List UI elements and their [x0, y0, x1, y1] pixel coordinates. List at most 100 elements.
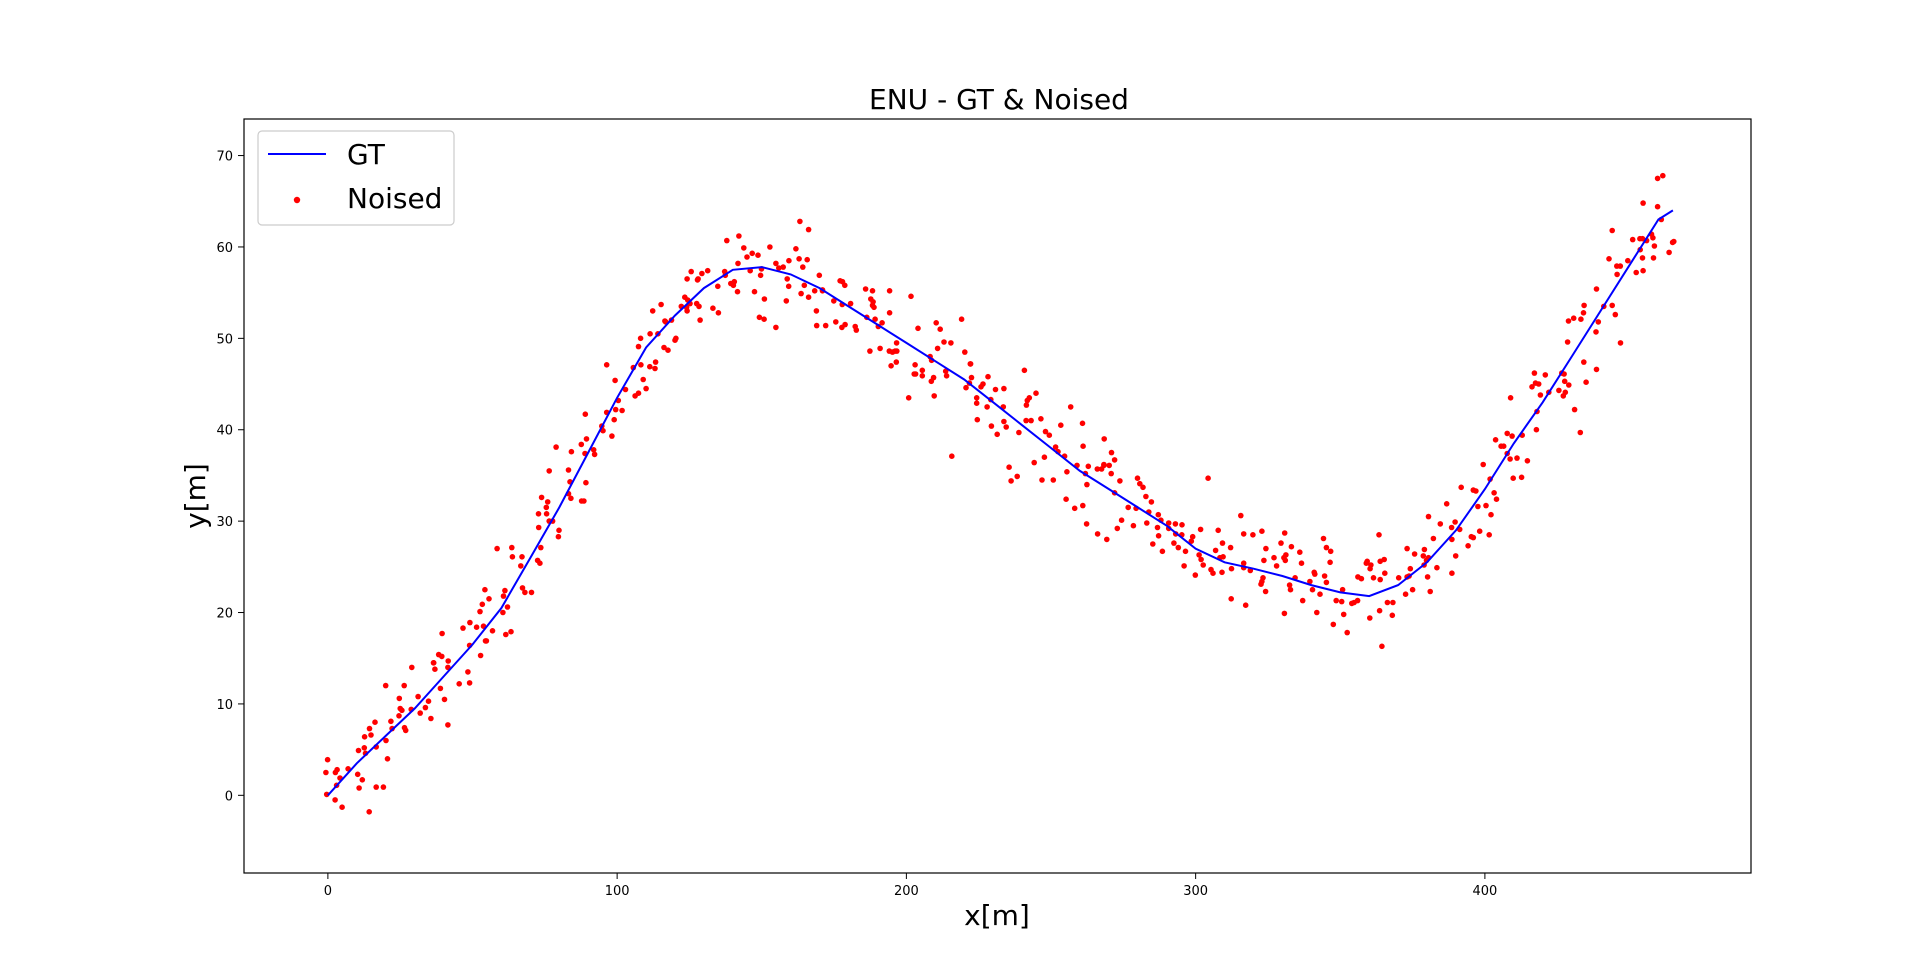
noised-point: [773, 324, 779, 331]
noised-point: [1609, 302, 1615, 309]
noised-point: [943, 373, 950, 379]
noised-point: [867, 348, 873, 354]
noised-point: [603, 362, 610, 368]
noised-point: [622, 386, 629, 393]
noised-point: [538, 544, 544, 551]
noised-point: [537, 560, 543, 566]
x-axis: 0 100 200 300 400: [324, 873, 1497, 899]
noised-point: [1476, 528, 1483, 534]
noised-point: [715, 283, 721, 290]
noised-point: [1411, 551, 1418, 557]
noised-point: [831, 298, 837, 304]
noised-point: [842, 282, 848, 289]
noised-point: [477, 608, 483, 615]
noised-point: [1117, 478, 1123, 484]
noised-point: [1039, 477, 1045, 483]
noised-point: [649, 308, 656, 314]
noised-point: [372, 719, 378, 725]
noised-point: [591, 451, 598, 458]
noised-point: [396, 713, 402, 719]
noised-point: [1339, 586, 1346, 593]
noised-point: [1148, 499, 1155, 505]
noised-point: [1535, 381, 1542, 387]
noised-point: [500, 593, 507, 599]
noised-point: [1376, 532, 1382, 538]
noised-point: [1212, 547, 1219, 554]
noised-point: [805, 226, 812, 233]
noised-point: [1640, 200, 1646, 206]
noised-point: [640, 376, 646, 383]
noised-point: [1286, 582, 1293, 588]
noised-point: [1171, 540, 1177, 546]
noised-point: [1614, 271, 1620, 278]
noised-point: [323, 791, 330, 798]
noised-point: [612, 377, 618, 384]
noised-point: [1404, 545, 1410, 552]
noised-point: [1458, 484, 1464, 491]
noised-point: [688, 268, 694, 275]
noised-point: [813, 322, 820, 329]
noised-point: [635, 343, 642, 350]
noised-point: [1238, 512, 1244, 519]
noised-point: [1155, 511, 1162, 518]
noised-point: [1085, 463, 1092, 470]
noised-point: [1079, 420, 1086, 427]
legend-noised-label: Noised: [347, 182, 442, 215]
noised-point: [785, 283, 792, 290]
noised-point: [504, 604, 511, 610]
noised-point: [1016, 429, 1022, 436]
noised-point: [354, 771, 361, 778]
noised-point: [1593, 366, 1600, 373]
noised-point: [757, 272, 764, 279]
noised-point: [724, 237, 730, 244]
noised-point: [368, 732, 374, 738]
noised-point: [1064, 469, 1070, 475]
chart-title: ENU - GT & Noised: [869, 83, 1129, 116]
noised-point: [930, 374, 937, 381]
noised-point: [373, 784, 380, 790]
noised-point: [366, 725, 373, 732]
noised-point: [662, 318, 668, 324]
noised-point: [1367, 615, 1373, 621]
axes-frame: [243, 118, 1752, 874]
noised-point: [1483, 502, 1489, 509]
noised-point: [399, 707, 405, 714]
noised-point: [893, 340, 900, 346]
noised-point: [908, 293, 914, 300]
y-tick-label: 40: [216, 424, 233, 439]
noised-point: [1581, 302, 1587, 309]
noised-point: [734, 288, 741, 295]
x-tick-label: 0: [324, 884, 332, 899]
noised-point: [428, 715, 434, 722]
noised-point: [1262, 588, 1269, 595]
noised-point: [439, 630, 445, 637]
noised-point: [886, 310, 893, 316]
noised-point: [568, 495, 574, 502]
noised-point: [1617, 263, 1624, 269]
noised-point: [361, 734, 368, 740]
noised-point: [1104, 536, 1110, 543]
noised-point: [1633, 269, 1639, 276]
noised-point: [1612, 311, 1619, 318]
noised-point: [736, 233, 742, 239]
noised-point: [1654, 175, 1661, 182]
noised-point: [500, 609, 506, 616]
noised-point: [1507, 456, 1513, 462]
noised-point: [949, 453, 955, 460]
noised-point: [715, 310, 722, 316]
noised-point: [1288, 543, 1295, 550]
noised-point: [1639, 255, 1646, 261]
noised-point: [1228, 565, 1235, 572]
noised-point: [323, 769, 329, 776]
noised-point: [1215, 527, 1221, 534]
noised-point: [1509, 433, 1515, 439]
noised-point: [1205, 475, 1211, 482]
noised-point: [1154, 524, 1161, 531]
noised-point: [1452, 553, 1459, 559]
noised-point: [797, 218, 803, 225]
noised-point: [544, 499, 551, 505]
noised-point: [931, 393, 937, 399]
x-tick-label: 400: [1472, 884, 1497, 899]
noised-point: [833, 319, 839, 325]
noised-point: [755, 252, 761, 258]
